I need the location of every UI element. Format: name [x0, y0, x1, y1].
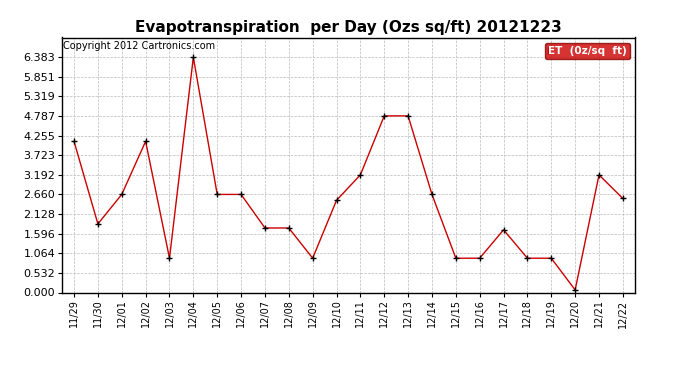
Legend: ET  (0z/sq  ft): ET (0z/sq ft) — [544, 43, 629, 59]
Text: Copyright 2012 Cartronics.com: Copyright 2012 Cartronics.com — [63, 41, 215, 51]
Title: Evapotranspiration  per Day (Ozs sq/ft) 20121223: Evapotranspiration per Day (Ozs sq/ft) 2… — [135, 20, 562, 35]
